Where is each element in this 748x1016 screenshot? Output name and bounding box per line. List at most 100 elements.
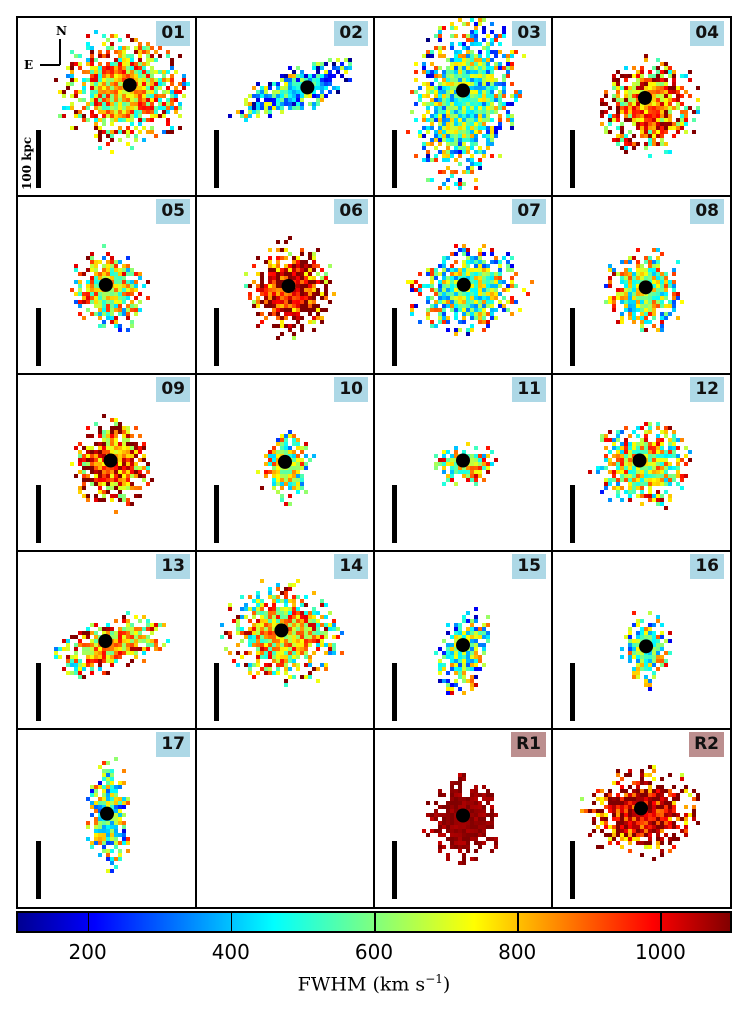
quasar-position-marker (456, 808, 470, 823)
quasar-position-marker (456, 83, 470, 98)
panel-label-12: 12 (690, 376, 724, 402)
quasar-position-marker (122, 78, 137, 93)
scale-bar (570, 663, 575, 722)
grid-divider-vertical (373, 18, 375, 907)
scale-bar (570, 840, 575, 899)
scale-bar (36, 307, 41, 366)
panel-01: 01 N E 100 kpc (18, 18, 196, 196)
scale-bar (392, 307, 397, 366)
panel-02: 02 (196, 18, 374, 196)
fwhm-map-16 (620, 611, 672, 692)
grid-divider-horizontal (18, 372, 730, 375)
panel-grid: 01 N E 100 kpc 02 03 04 05 06 07 08 09 10 11 12 13 14 15 1… (16, 16, 732, 909)
panel-17: 17 (18, 729, 196, 907)
panel-label-17: 17 (156, 732, 190, 758)
scale-bar (36, 663, 41, 722)
scale-bar (570, 485, 575, 544)
compass-north-label: N (56, 24, 67, 38)
panel-05: 05 (18, 196, 196, 374)
fwhm-map-15 (434, 607, 490, 696)
quasar-position-marker (632, 453, 647, 468)
panel-label-13: 13 (156, 554, 190, 580)
scale-bar (214, 485, 219, 544)
colorbar-tick-label: 600 (354, 940, 394, 964)
grid-divider-horizontal (18, 728, 730, 731)
panel-08: 08 (552, 196, 730, 374)
grid-divider-horizontal (18, 550, 730, 553)
panel-16: 16 (552, 551, 730, 729)
grid-divider-vertical (195, 18, 197, 907)
quasar-position-marker (639, 639, 654, 654)
scale-bar (36, 840, 41, 899)
scale-bar (214, 129, 219, 188)
scale-bar (214, 307, 219, 366)
colorbar-tick-label: 800 (498, 940, 537, 964)
panel-13: 13 (18, 551, 196, 729)
panel-12: 12 (552, 374, 730, 552)
scale-bar (36, 129, 41, 188)
panel-r2: R2 (552, 729, 730, 907)
scale-bar (392, 840, 397, 899)
quasar-position-marker (300, 80, 315, 95)
scale-bar-label: 100 kpc (20, 136, 34, 190)
colorbar-label-main: FWHM (km s (297, 973, 426, 996)
panel-11: 11 (374, 374, 552, 552)
fwhm-map-r1 (422, 773, 498, 866)
panel-label-r2: R2 (689, 732, 724, 758)
quasar-position-marker (456, 453, 470, 468)
panel-14: 14 (196, 551, 374, 729)
scale-bar (570, 129, 575, 188)
panel-label-01: 01 (156, 21, 190, 46)
colorbar-tick (517, 911, 519, 933)
panel-label-08: 08 (690, 198, 724, 224)
quasar-position-marker (278, 454, 292, 469)
colorbar-label-close: ) (442, 973, 451, 996)
quasar-position-marker (638, 280, 653, 295)
panel-label-15: 15 (512, 554, 546, 580)
fwhm-map-14 (220, 579, 344, 688)
panel-04: 04 (552, 18, 730, 196)
fwhm-map-11 (434, 441, 498, 486)
panel-06: 06 (196, 196, 374, 374)
quasar-position-marker (274, 623, 289, 638)
fwhm-map-17 (86, 757, 130, 874)
panel-label-16: 16 (690, 554, 724, 580)
fwhm-map-02 (228, 58, 352, 122)
panel-label-02: 02 (334, 21, 368, 46)
panel-label-10: 10 (334, 376, 368, 402)
colorbar-label: FWHM (km s−1) (0, 972, 748, 995)
fwhm-map-13 (54, 611, 170, 680)
scale-bar (570, 307, 575, 366)
quasar-position-marker (281, 278, 296, 293)
fwhm-map-07 (406, 243, 534, 336)
fwhm-map-06 (244, 235, 336, 340)
fwhm-map-12 (588, 421, 692, 510)
fwhm-map-04 (600, 54, 700, 158)
panel-label-11: 11 (512, 376, 546, 402)
scale-bar (214, 663, 219, 722)
panel-10: 10 (196, 374, 374, 552)
colorbar-tick (87, 911, 90, 933)
compass-arrows: NE (24, 24, 67, 71)
colorbar-tick-label: 400 (211, 940, 250, 964)
fwhm-map-03 (406, 18, 526, 190)
colorbar-tick-label: 1000 (634, 940, 686, 964)
colorbar-tick (374, 911, 376, 933)
quasar-position-marker (637, 90, 652, 105)
quasar-position-marker (456, 277, 471, 292)
panel-empty (196, 729, 374, 907)
panel-label-09: 09 (156, 376, 190, 402)
scale-bar (392, 663, 397, 722)
colorbar-tick (230, 911, 233, 933)
fwhm-map-09 (70, 413, 154, 514)
fwhm-map-01 (54, 30, 190, 154)
quasar-position-marker (98, 277, 113, 292)
panel-label-14: 14 (334, 554, 368, 580)
panel-09: 09 (18, 374, 196, 552)
fwhm-map-05 (70, 243, 150, 332)
panel-03: 03 (374, 18, 552, 196)
colorbar-tick (660, 911, 662, 933)
panel-label-r1: R1 (511, 732, 546, 758)
colorbar-tick-label: 200 (68, 940, 107, 964)
fwhm-map-10 (256, 429, 316, 506)
